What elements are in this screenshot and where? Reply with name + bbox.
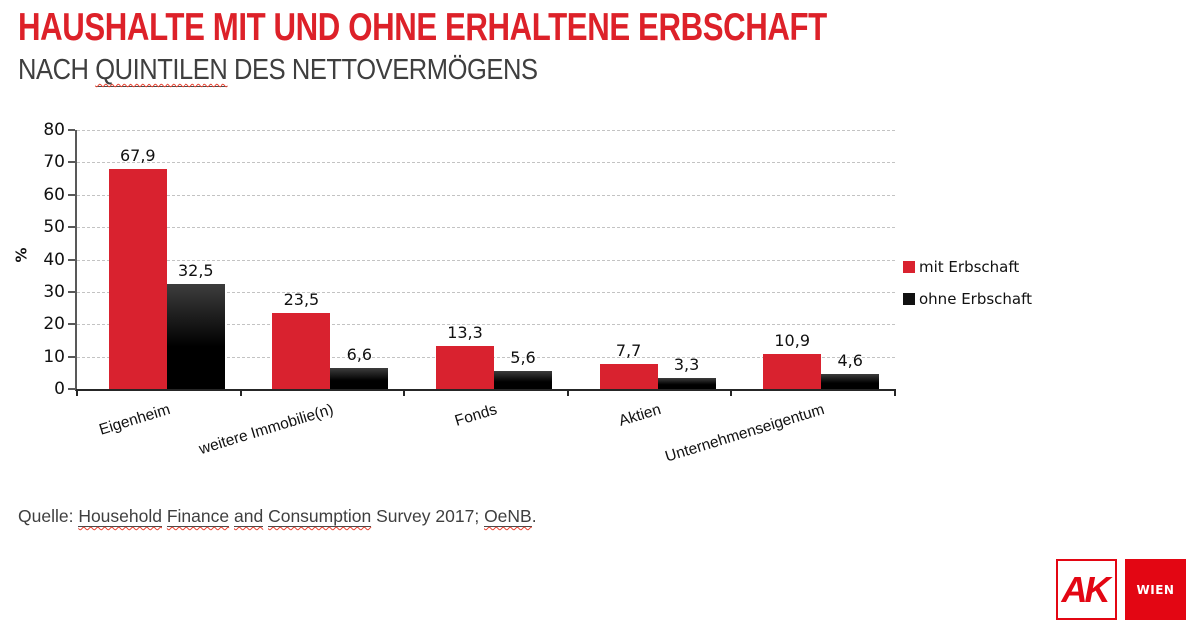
x-tick-0 [76, 389, 78, 396]
bar-mit-erbschaft-4 [763, 353, 822, 389]
page-title: HAUSHALTE MIT UND OHNE ERHALTENE ERBSCHA… [18, 6, 1029, 50]
bar-ohne-erbschaft-1 [330, 367, 389, 389]
gridline-30 [77, 291, 895, 293]
x-category-label-4: Unternehmenseigentum [662, 401, 827, 466]
source-segment-0: Quelle: [18, 506, 79, 526]
y-tick-80 [68, 129, 75, 131]
y-tick-label-50: 50 [43, 217, 65, 238]
bar-mit-erbschaft-1 [272, 312, 331, 389]
y-tick-label-60: 60 [43, 184, 65, 205]
ak-wien-logo: AK WIEN [1056, 559, 1186, 620]
x-tick-end [894, 389, 896, 396]
source-segment-5: and [234, 506, 264, 527]
bar-ohne-erbschaft-0 [166, 283, 225, 389]
bar-ohne-erbschaft-3 [657, 378, 716, 389]
source-segment-10: . [531, 506, 537, 526]
value-label-2-0: 13,3 [447, 322, 483, 342]
legend-swatch-icon [903, 293, 915, 305]
page-subtitle: NACH QUINTILEN DES NETTOVERMÖGENS [18, 54, 608, 87]
legend-swatch-icon [903, 261, 915, 273]
legend-label: ohne Erbschaft [919, 290, 1033, 308]
gridline-60 [77, 194, 895, 196]
plot-area: 0 10 20 30 40 50 60 70 80 67,9 32,5 Eigenheim 23,5 6,… [43, 121, 896, 466]
chart-legend: mit Erbschaft ohne Erbschaft [903, 258, 1032, 322]
legend-item-mit-erbschaft: mit Erbschaft [903, 258, 1032, 276]
value-label-1-0: 23,5 [283, 289, 320, 309]
value-label-2-1: 5,6 [510, 347, 536, 367]
x-tick-4 [730, 389, 733, 396]
y-tick-label-0: 0 [54, 379, 65, 399]
page-subtitle-text: NACH QUINTILEN DES NETTOVERMÖGENS [18, 54, 538, 87]
gridline-20 [77, 324, 895, 326]
ak-logo-mark: AK [1056, 559, 1117, 620]
y-tick-30 [68, 290, 75, 293]
x-category-label-2: Fonds [452, 401, 499, 430]
page-title-text: HAUSHALTE MIT UND OHNE ERHALTENE ERBSCHA… [18, 6, 827, 49]
source-segment-1: Household [78, 506, 162, 527]
y-tick-label-70: 70 [43, 152, 65, 173]
bar-ohne-erbschaft-2 [494, 370, 552, 389]
x-tick-3 [566, 389, 569, 396]
value-label-4-1: 4,6 [837, 351, 863, 371]
value-label-3-1: 3,3 [673, 355, 700, 375]
bar-mit-erbschaft-2 [436, 345, 494, 389]
source-segment-9: OeNB [484, 506, 532, 527]
gridline-70 [77, 162, 895, 164]
x-category-label-1: weitere Immobilie(n) [196, 401, 336, 459]
gridline-80 [77, 130, 895, 131]
legend-item-ohne-erbschaft: ohne Erbschaft [903, 290, 1032, 308]
bar-ohne-erbschaft-4 [821, 374, 880, 389]
subtitle-segment-0: NACH [18, 54, 96, 86]
value-label-3-0: 7,7 [615, 341, 642, 361]
y-tick-50 [68, 226, 75, 229]
x-tick-1 [239, 389, 242, 396]
subtitle-segment-2: DES NETTOVERMÖGENS [227, 54, 538, 86]
source-segment-7: Consumption [268, 506, 372, 527]
bar-mit-erbschaft-0 [108, 169, 167, 389]
wien-logo-text: WIEN [1136, 582, 1175, 597]
y-tick-10 [68, 355, 75, 358]
ak-logo-text: AK [1061, 568, 1111, 610]
source-segment-8: Survey 2017; [371, 506, 485, 526]
y-tick-label-40: 40 [43, 249, 65, 270]
gridline-40 [77, 259, 895, 261]
source-note: Quelle: Household Finance and Consumptio… [18, 506, 537, 527]
x-category-label-3: Aktien [616, 401, 663, 430]
value-label-0-0: 67,9 [119, 146, 156, 166]
subtitle-segment-1: QUINTILEN [95, 54, 228, 87]
gridline-50 [77, 227, 895, 229]
y-tick-label-20: 20 [43, 314, 65, 335]
y-tick-label-30: 30 [43, 281, 65, 302]
value-label-0-1: 32,5 [177, 260, 214, 280]
legend-label: mit Erbschaft [919, 258, 1020, 276]
y-tick-60 [68, 193, 75, 196]
y-tick-40 [68, 258, 75, 261]
value-label-4-0: 10,9 [774, 330, 810, 350]
y-tick-label-80: 80 [43, 120, 65, 140]
y-tick-70 [68, 161, 75, 164]
y-tick-20 [68, 323, 75, 326]
x-tick-2 [403, 389, 406, 396]
wien-logo-box: WIEN [1125, 559, 1186, 620]
bar-mit-erbschaft-3 [599, 364, 658, 389]
source-segment-3: Finance [166, 506, 230, 527]
y-tick-0 [68, 388, 75, 390]
y-tick-label-10: 10 [43, 346, 65, 367]
x-category-label-0: Eigenheim [96, 401, 172, 439]
value-label-1-1: 6,6 [346, 344, 373, 364]
